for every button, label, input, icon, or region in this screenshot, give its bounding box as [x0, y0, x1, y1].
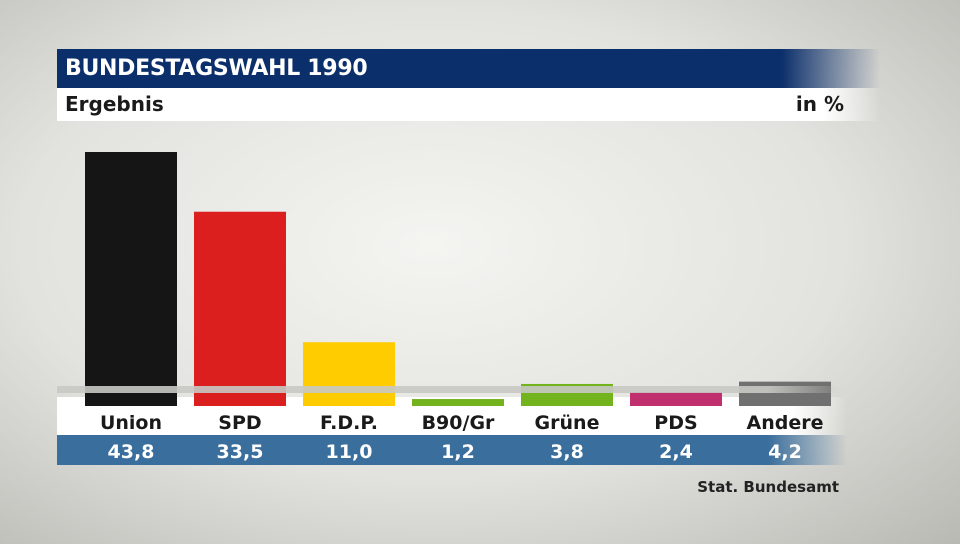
value-label: 3,8 [550, 441, 584, 463]
category-label: Grüne [535, 412, 600, 434]
subtitle-bar: Ergebnis in % [57, 88, 880, 121]
unit-label: in % [795, 92, 844, 116]
bar-spd [194, 211, 286, 406]
category-label: PDS [654, 412, 697, 434]
chart-baseline [57, 386, 847, 393]
bars-group [85, 152, 831, 406]
value-label: 11,0 [326, 441, 373, 463]
value-label-strip [57, 435, 847, 465]
category-label: SPD [218, 412, 261, 434]
chart-subtitle: Ergebnis [65, 92, 164, 116]
value-label: 4,2 [768, 441, 802, 463]
value-label: 1,2 [441, 441, 475, 463]
category-label: B90/Gr [422, 412, 495, 434]
bar-pds [630, 392, 722, 406]
bar-union [85, 152, 177, 406]
category-label: F.D.P. [320, 412, 378, 434]
category-label: Andere [747, 412, 824, 434]
value-label: 2,4 [659, 441, 693, 463]
bar-f-d-p- [303, 342, 395, 406]
bar-andere [739, 381, 831, 406]
value-label: 43,8 [108, 441, 155, 463]
chart-title: BUNDESTAGSWAHL 1990 [57, 49, 880, 88]
value-label: 33,5 [217, 441, 264, 463]
bar-b90-gr [412, 399, 504, 406]
category-labels-group: Union SPD F.D.P. B90/Gr Grüne PDS Andere [100, 412, 824, 434]
source-note: Stat. Bundesamt [697, 478, 839, 496]
category-label: Union [100, 412, 162, 434]
value-labels-group: 43,8 33,5 11,0 1,2 3,8 2,4 4,2 [108, 441, 802, 463]
